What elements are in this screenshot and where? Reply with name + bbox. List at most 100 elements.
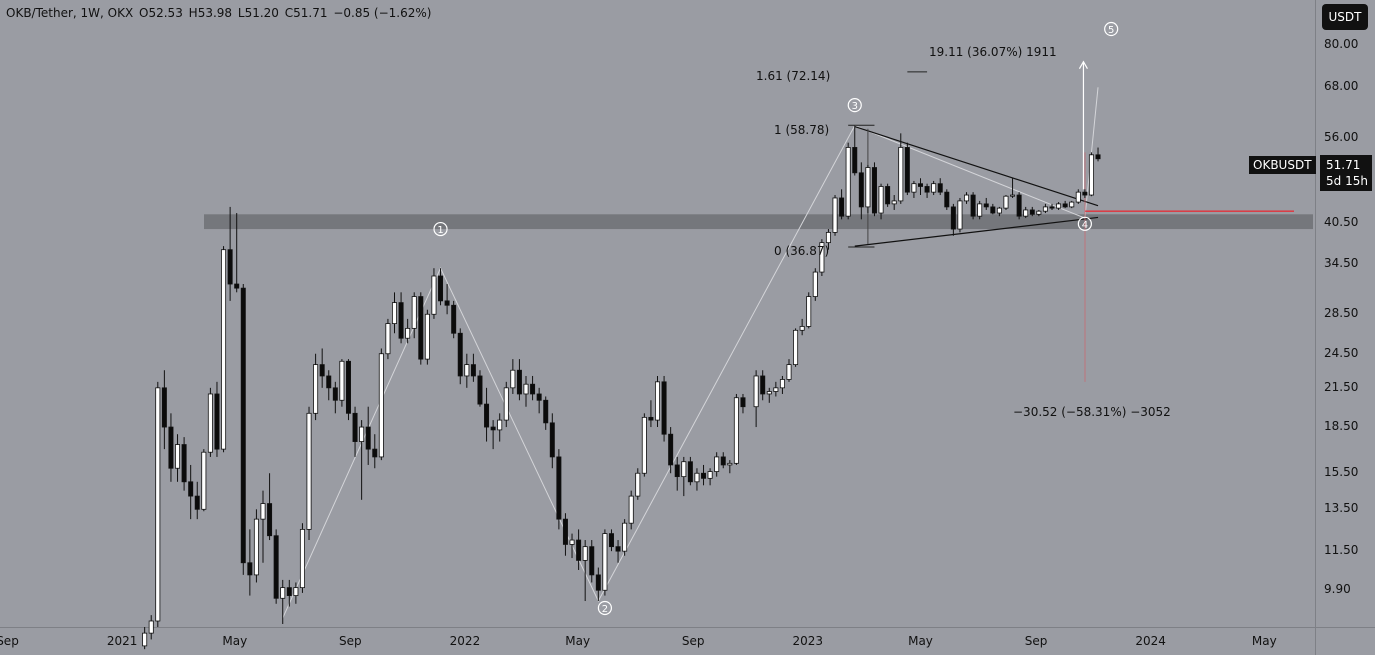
candle (727, 460, 733, 474)
candle (812, 268, 818, 301)
candle (1075, 189, 1081, 204)
candle-body (714, 456, 720, 472)
candle (799, 318, 805, 336)
candle-body (957, 200, 963, 230)
candle (1062, 200, 1068, 209)
price-tick-label: 56.00 (1324, 129, 1359, 144)
wave-marker-circle (1077, 216, 1092, 231)
candle (280, 579, 286, 624)
candle (490, 420, 496, 450)
candle-body (411, 296, 417, 329)
candle (674, 456, 680, 491)
high-label: H (188, 6, 198, 20)
candle (786, 359, 792, 382)
candle-body (503, 387, 509, 421)
candle (470, 353, 476, 382)
candle (1069, 200, 1075, 209)
candle-body (990, 206, 996, 214)
candle-body (608, 533, 614, 548)
candle-body (405, 327, 411, 339)
candle-body (1056, 203, 1062, 209)
candle-body (878, 186, 884, 214)
candle-body (687, 461, 693, 483)
candle (773, 381, 779, 397)
candle (398, 292, 404, 344)
candle (655, 375, 661, 428)
candle (148, 615, 154, 640)
candle (168, 413, 174, 482)
candle-body (996, 207, 1002, 214)
candle-body (424, 313, 430, 360)
candle-body (299, 528, 305, 589)
candle (372, 434, 378, 469)
price-tick-label: 34.50 (1324, 256, 1359, 271)
currency-button[interactable]: USDT (1322, 4, 1368, 30)
wave-marker-circle (1104, 21, 1119, 37)
wave-marker-label: 5 (1108, 25, 1114, 36)
candle (332, 381, 338, 414)
time-tick-label: May (565, 634, 591, 648)
candle-body (641, 416, 647, 474)
candle-body (313, 364, 319, 414)
candle (267, 473, 273, 541)
candle (221, 246, 227, 453)
candle-body (1029, 209, 1035, 215)
candle-body (194, 495, 200, 510)
candle-body (457, 332, 463, 377)
candle (569, 533, 575, 559)
candle-body (188, 481, 194, 497)
candle-body (372, 448, 378, 458)
candle (779, 375, 785, 394)
candle (457, 328, 463, 385)
last-price: 51.71 (1326, 158, 1361, 172)
candle-body (871, 167, 877, 214)
candle-body (339, 360, 345, 401)
price-tick-label: 18.50 (1324, 419, 1359, 434)
candle-body (359, 426, 365, 442)
price-tick-label: 13.50 (1324, 501, 1359, 516)
candle (990, 203, 996, 215)
candle (1029, 206, 1035, 217)
candle (760, 370, 766, 401)
candle-body (1069, 201, 1075, 208)
candle-body (1075, 191, 1081, 203)
candle (668, 427, 674, 474)
candle (299, 523, 305, 593)
candle-body (286, 587, 292, 596)
candle-body (470, 364, 476, 377)
candle-body (267, 503, 273, 537)
candle-body (516, 369, 522, 395)
candle-body (240, 287, 246, 564)
candle-body (352, 412, 358, 442)
candle-body (201, 451, 207, 510)
candle-body (858, 172, 864, 208)
fib-1-label: 1 (58.78) (774, 123, 830, 137)
candle (957, 197, 963, 233)
candle-body (937, 183, 943, 193)
candle (937, 178, 943, 196)
candle (825, 229, 831, 250)
candle-body (944, 191, 950, 208)
low-value: 51.20 (244, 6, 279, 20)
candle (431, 268, 437, 319)
candle (582, 540, 588, 602)
candle-body (786, 364, 792, 380)
candle-body (904, 147, 910, 193)
candle (181, 437, 187, 491)
candle (1036, 209, 1042, 217)
candle (832, 195, 838, 236)
candle-body (740, 397, 746, 408)
candle (418, 292, 424, 365)
candle (615, 540, 621, 563)
candle-body (668, 433, 674, 466)
candle (497, 413, 503, 442)
candle-body (168, 426, 174, 469)
candle-body (543, 399, 549, 424)
candle (155, 381, 161, 627)
candle (359, 420, 365, 500)
candle (845, 142, 851, 220)
candle-body (720, 456, 726, 466)
candle-body (602, 533, 608, 591)
candle (326, 370, 332, 401)
